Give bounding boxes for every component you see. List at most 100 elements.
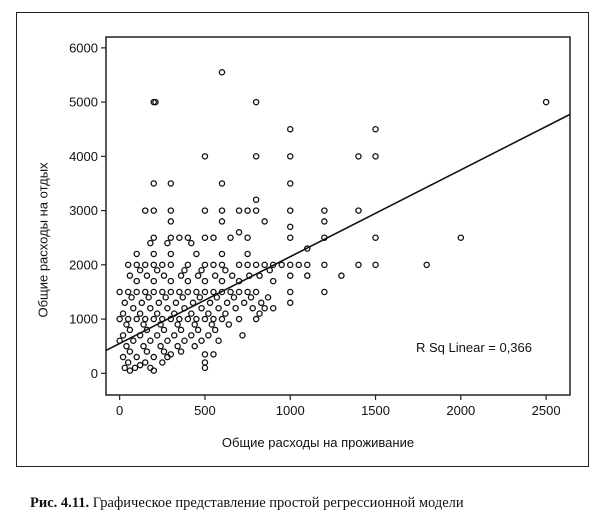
data-point	[133, 277, 140, 285]
data-point	[286, 261, 294, 269]
data-point	[218, 315, 226, 323]
x-tick-label: 0	[116, 403, 123, 418]
data-point	[147, 304, 154, 312]
data-point	[228, 272, 236, 279]
data-point	[205, 310, 212, 317]
data-point	[227, 288, 234, 296]
data-point	[167, 277, 175, 285]
data-point	[136, 361, 144, 369]
data-point	[119, 332, 127, 339]
data-point	[167, 234, 175, 241]
data-point	[133, 315, 140, 323]
data-point	[176, 234, 183, 241]
data-point	[244, 207, 251, 214]
figure-caption: Рис. 4.11. Графическое представление про…	[30, 495, 464, 512]
data-point	[244, 250, 251, 258]
data-point	[194, 326, 202, 334]
data-point	[247, 294, 255, 301]
data-point	[153, 310, 161, 317]
data-point	[218, 69, 226, 76]
figure-frame	[16, 12, 589, 467]
data-point	[372, 261, 379, 269]
data-point	[160, 326, 168, 334]
data-points	[116, 69, 550, 374]
data-point	[153, 332, 161, 339]
data-point	[218, 180, 226, 187]
plot-area	[105, 36, 571, 396]
data-point	[269, 304, 277, 312]
data-point	[141, 288, 149, 296]
data-point	[176, 315, 183, 323]
data-point	[304, 272, 311, 279]
data-point	[244, 288, 251, 296]
data-point	[177, 326, 185, 334]
x-tick-label: 1000	[276, 403, 305, 418]
data-point	[225, 321, 233, 328]
data-point	[210, 288, 217, 296]
data-point	[321, 261, 328, 269]
data-point	[198, 266, 205, 274]
data-point	[133, 288, 140, 296]
data-point	[124, 261, 132, 269]
data-point	[150, 315, 158, 323]
r-squared-annotation: R Sq Linear = 0,366	[416, 340, 532, 355]
data-point	[155, 299, 163, 307]
data-point	[244, 261, 251, 269]
data-point	[201, 315, 209, 323]
data-point	[286, 288, 294, 296]
data-point	[188, 239, 195, 247]
y-tick-label: 5000	[69, 95, 98, 110]
data-point	[201, 261, 209, 269]
data-point	[167, 207, 175, 214]
data-point	[196, 294, 204, 301]
data-point	[116, 315, 123, 323]
data-point	[138, 299, 146, 307]
data-point	[147, 337, 154, 345]
data-point	[286, 207, 294, 214]
y-tick-label: 0	[91, 366, 98, 381]
data-point	[215, 337, 222, 345]
data-point	[286, 125, 294, 133]
data-point	[152, 98, 159, 106]
data-point	[252, 288, 260, 296]
data-point	[167, 288, 175, 296]
data-point	[252, 315, 260, 323]
data-point	[222, 310, 229, 317]
data-point	[372, 234, 379, 241]
data-point	[210, 351, 217, 358]
data-point	[133, 353, 140, 361]
data-point	[261, 304, 268, 312]
data-point	[164, 353, 171, 361]
x-axis-ticks: 0 500 1000 1500 2000 2500	[116, 395, 561, 418]
data-point	[121, 364, 129, 372]
data-point	[191, 342, 198, 350]
data-point	[159, 359, 166, 366]
data-point	[218, 277, 226, 285]
data-point	[145, 294, 152, 301]
data-point	[321, 207, 328, 214]
data-point	[162, 294, 169, 301]
data-point	[116, 288, 123, 296]
data-point	[286, 180, 294, 187]
data-point	[150, 353, 158, 361]
data-point	[150, 207, 158, 214]
data-point	[198, 304, 205, 312]
data-point	[150, 250, 158, 258]
data-point	[286, 234, 294, 241]
data-point	[252, 153, 260, 160]
data-point	[201, 207, 209, 214]
data-point	[140, 321, 147, 328]
data-point	[119, 353, 127, 361]
y-axis-label: Общие расходы на отдых	[35, 162, 51, 318]
data-point	[355, 261, 362, 269]
data-point	[201, 359, 209, 366]
data-point	[184, 277, 192, 285]
data-point	[181, 266, 188, 274]
data-point	[295, 261, 303, 269]
data-point	[191, 321, 198, 328]
data-point	[201, 153, 209, 160]
data-point	[232, 304, 239, 312]
data-point	[244, 234, 251, 241]
data-point	[235, 207, 243, 214]
data-point	[124, 288, 132, 296]
